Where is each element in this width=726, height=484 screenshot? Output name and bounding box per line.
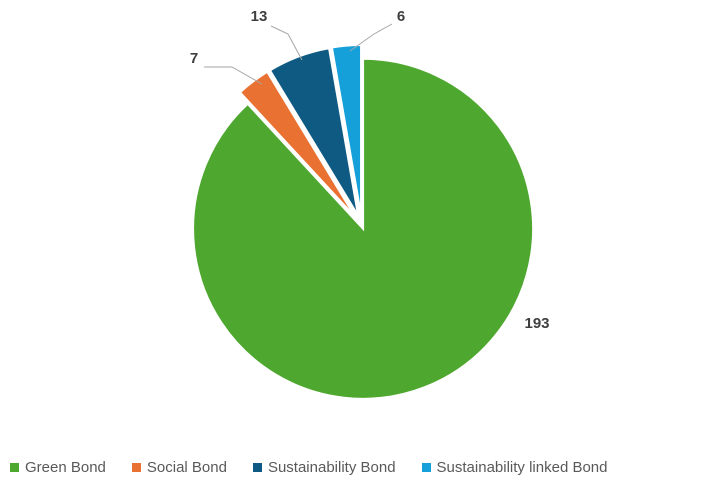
- data-labels: 193 7 13 6: [190, 8, 550, 332]
- legend-swatch-green-bond: [10, 463, 19, 472]
- pie-slice-sustainability-linked-bond: [330, 44, 363, 216]
- legend-label-green-bond: Green Bond: [25, 459, 106, 476]
- legend-item-sustainability-bond: Sustainability Bond: [252, 459, 396, 476]
- leader-line-sustainability-bond: [270, 25, 303, 61]
- legend-label-sustainability-bond: Sustainability Bond: [267, 459, 396, 476]
- leader-lines: [204, 23, 393, 85]
- legend-label-sustainability-linked-bond: Sustainability linked Bond: [436, 459, 608, 476]
- legend-item-green-bond: Green Bond: [10, 459, 106, 476]
- legend: Green Bond Social Bond Sustainability Bo…: [10, 459, 608, 476]
- leader-line-social-bond: [204, 66, 263, 85]
- legend-swatch-social-bond: [131, 463, 141, 472]
- pie-slice-sustainability-bond: [268, 47, 360, 217]
- legend-swatch-sustainability-bond: [252, 463, 262, 472]
- leader-line-sustainability-linked-bond: [349, 23, 393, 52]
- pie-slices: [192, 44, 535, 400]
- legend-item-sustainability-linked-bond: Sustainability linked Bond: [421, 459, 608, 476]
- legend-label-social-bond: Social Bond: [146, 459, 227, 476]
- data-label-sustainability-linked-bond: 6: [397, 8, 405, 25]
- legend-swatch-sustainability-linked-bond: [421, 463, 431, 472]
- pie-slice-green-bond: [192, 57, 535, 400]
- data-label-sustainability-bond: 13: [251, 8, 268, 25]
- legend-item-social-bond: Social Bond: [131, 459, 227, 476]
- data-label-social-bond: 7: [190, 50, 198, 67]
- pie-chart: 193 7 13 6: [190, 8, 550, 400]
- pie-slice-social-bond: [238, 70, 357, 218]
- data-label-green-bond: 193: [524, 315, 549, 332]
